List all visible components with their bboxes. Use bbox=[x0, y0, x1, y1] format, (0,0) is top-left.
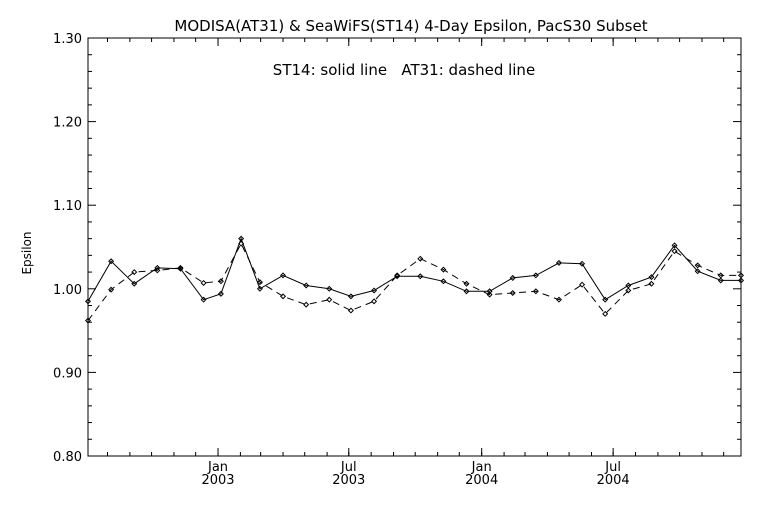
data-point-st14 bbox=[463, 288, 470, 295]
data-point-st14 bbox=[131, 280, 138, 287]
data-point-st14 bbox=[256, 285, 263, 292]
plot-area: 0.800.901.001.101.201.30Jan2003Jul2003Ja… bbox=[53, 32, 745, 488]
y-axis-label: Epsilon bbox=[20, 231, 34, 274]
data-point-at31 bbox=[555, 296, 562, 303]
data-point-at31 bbox=[238, 240, 245, 247]
data-point-st14 bbox=[371, 287, 378, 294]
data-point-st14 bbox=[486, 288, 493, 295]
data-point-at31 bbox=[602, 310, 609, 317]
y-tick-label: 0.90 bbox=[53, 366, 82, 381]
data-point-at31 bbox=[440, 266, 447, 273]
data-point-at31 bbox=[84, 317, 92, 324]
data-point-at31 bbox=[717, 272, 724, 279]
data-point-at31 bbox=[671, 248, 678, 255]
series-line-st14 bbox=[87, 237, 741, 302]
data-point-at31 bbox=[131, 269, 138, 276]
data-point-st14 bbox=[303, 282, 310, 289]
data-point-at31 bbox=[303, 301, 310, 308]
data-point-at31 bbox=[737, 272, 745, 279]
y-tick-label: 1.20 bbox=[53, 116, 82, 131]
data-point-at31 bbox=[154, 267, 161, 274]
chart-title: MODISA(AT31) & SeaWiFS(ST14) 4-Day Epsil… bbox=[174, 17, 647, 35]
data-point-at31 bbox=[177, 264, 184, 271]
x-tick-year-label: 2004 bbox=[465, 473, 498, 488]
data-point-st14 bbox=[717, 277, 724, 284]
data-point-st14 bbox=[347, 293, 354, 300]
data-point-at31 bbox=[200, 279, 207, 286]
data-point-at31 bbox=[394, 272, 401, 279]
data-point-st14 bbox=[555, 259, 562, 266]
data-point-at31 bbox=[280, 293, 287, 300]
data-point-at31 bbox=[371, 298, 378, 305]
series-line-at31 bbox=[87, 242, 741, 321]
x-tick-year-label: 2003 bbox=[332, 473, 365, 488]
data-point-st14 bbox=[417, 273, 424, 280]
data-point-st14 bbox=[326, 285, 333, 292]
x-tick-month-label: Jul bbox=[604, 460, 621, 475]
data-point-st14 bbox=[280, 272, 287, 279]
data-point-st14 bbox=[108, 258, 115, 265]
data-point-st14 bbox=[532, 272, 539, 279]
data-point-at31 bbox=[648, 280, 655, 287]
data-point-st14 bbox=[440, 278, 447, 285]
y-tick-label: 1.30 bbox=[53, 32, 82, 47]
data-point-at31 bbox=[486, 291, 493, 298]
data-point-at31 bbox=[217, 278, 224, 285]
y-tick-label: 1.10 bbox=[53, 199, 82, 214]
data-point-at31 bbox=[625, 287, 632, 294]
data-point-st14 bbox=[737, 277, 745, 284]
data-point-st14 bbox=[671, 242, 678, 249]
data-point-at31 bbox=[417, 255, 424, 262]
data-point-at31 bbox=[326, 296, 333, 303]
x-tick-month-label: Jan bbox=[471, 460, 492, 475]
data-point-at31 bbox=[509, 289, 516, 296]
data-point-st14 bbox=[694, 268, 701, 275]
x-tick-year-label: 2004 bbox=[597, 473, 630, 488]
chart-annotation: ST14: solid line AT31: dashed line bbox=[273, 61, 535, 79]
data-point-at31 bbox=[694, 262, 701, 269]
data-point-at31 bbox=[463, 280, 470, 287]
data-point-st14 bbox=[200, 296, 207, 303]
data-point-at31 bbox=[108, 286, 115, 293]
data-point-at31 bbox=[532, 288, 539, 295]
x-tick-month-label: Jul bbox=[340, 460, 357, 475]
data-point-st14 bbox=[509, 274, 516, 281]
plot-frame bbox=[87, 37, 742, 457]
data-point-at31 bbox=[347, 307, 354, 314]
data-point-at31 bbox=[256, 279, 263, 286]
x-tick-year-label: 2003 bbox=[201, 473, 234, 488]
y-tick-label: 1.00 bbox=[53, 283, 82, 298]
y-tick-label: 0.80 bbox=[53, 450, 82, 465]
data-point-at31 bbox=[579, 281, 586, 288]
x-tick-month-label: Jan bbox=[207, 460, 228, 475]
data-point-st14 bbox=[217, 290, 224, 297]
data-point-st14 bbox=[579, 260, 586, 267]
data-point-st14 bbox=[84, 298, 92, 305]
data-point-st14 bbox=[602, 296, 609, 303]
data-point-st14 bbox=[648, 274, 655, 281]
